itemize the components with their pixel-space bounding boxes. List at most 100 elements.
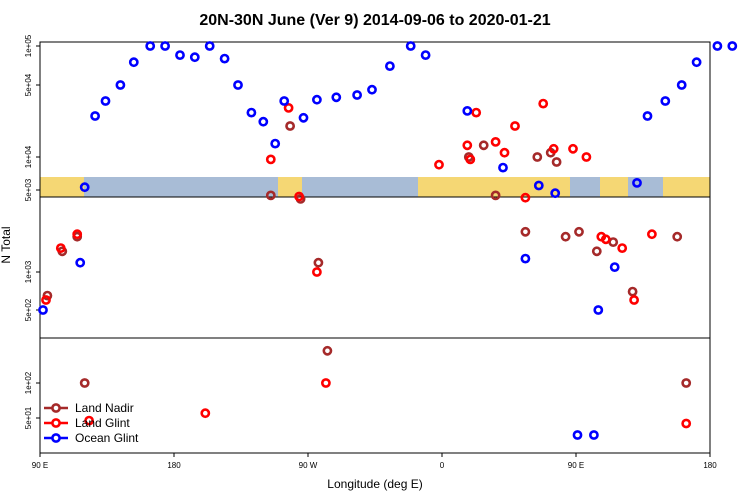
ocean-glint-point: [219, 53, 230, 64]
land-nadir-point: [591, 246, 602, 257]
data-points: [38, 41, 738, 440]
land-glint-point: [265, 154, 276, 165]
land-glint-point: [510, 121, 520, 131]
land-glint-point: [84, 415, 94, 426]
ocean-glint-point: [75, 257, 86, 268]
ocean-glint-point: [632, 177, 642, 188]
land-glint-point: [55, 243, 66, 253]
land-glint-point: [581, 152, 592, 162]
map-land: [278, 177, 302, 197]
ocean-glint-point: [550, 188, 561, 199]
ocean-glint-point: [128, 57, 139, 68]
y-tick-label: 1e+05: [24, 34, 33, 57]
land-glint-point: [41, 295, 51, 305]
x-axis-title: Longitude (deg E): [327, 477, 422, 491]
x-axis: 90 E 180 90 W 0 90 E 180: [32, 453, 717, 470]
land-glint-point: [471, 107, 482, 118]
land-nadir-point: [551, 157, 562, 167]
land-glint-point: [294, 191, 304, 202]
ocean-glint-point: [189, 52, 200, 63]
land-nadir-point: [42, 290, 53, 301]
world-map-strip: [40, 177, 710, 197]
ocean-glint-point: [175, 50, 185, 60]
ocean-glint-point: [660, 96, 671, 106]
y-axis: 1e+05 5e+04 1e+04 5e+03 1e+03 5e+02 1e+02 5e+01: [24, 34, 40, 429]
ocean-glint-point: [691, 57, 702, 68]
y-tick-label: 5e+01: [24, 406, 33, 429]
land-nadir-point: [313, 257, 324, 268]
legend-marker-ocean-glint: [51, 433, 61, 443]
ocean-glint-point: [115, 80, 126, 90]
land-nadir-point: [322, 345, 333, 356]
land-nadir-point: [478, 140, 489, 151]
ocean-glint-point: [462, 106, 473, 116]
x-tick-label: 0: [440, 461, 445, 470]
ocean-glint-point: [90, 111, 100, 121]
map-land: [40, 177, 84, 197]
ocean-glint-point: [420, 50, 431, 60]
land-nadir-point: [560, 231, 571, 242]
land-glint-point: [311, 267, 322, 277]
ocean-glint-point: [676, 80, 687, 90]
ocean-glint-point: [38, 305, 48, 315]
ocean-glint-point: [279, 96, 290, 106]
ocean-glint-point: [100, 96, 111, 106]
legend-label-land-glint: Land Glint: [75, 416, 130, 430]
chart-title: 20N-30N June (Ver 9) 2014-09-06 to 2020-…: [199, 12, 550, 29]
land-glint-point: [490, 136, 501, 147]
ocean-glint-point: [712, 41, 723, 51]
land-glint-point: [283, 103, 294, 113]
ocean-glint-point: [520, 253, 531, 264]
land-nadir-point: [520, 226, 531, 237]
land-glint-point: [434, 159, 444, 170]
y-tick-label: 1e+02: [24, 371, 33, 394]
ocean-glint-point: [298, 112, 309, 123]
ocean-glint-point: [258, 116, 269, 127]
land-glint-point: [647, 229, 657, 240]
legend-label-land-nadir: Land Nadir: [75, 401, 134, 415]
land-glint-point: [200, 408, 211, 419]
y-tick-label: 5e+02: [24, 298, 33, 321]
ocean-glint-point: [384, 61, 395, 71]
legend-marker-land-glint: [51, 418, 61, 428]
land-nadir-point: [574, 226, 584, 237]
map-land: [663, 177, 710, 197]
land-glint-point: [462, 140, 473, 151]
land-nadir-point: [265, 190, 276, 201]
ocean-glint-point: [204, 41, 215, 51]
y-axis-title: N Total: [0, 226, 13, 263]
legend-marker-land-nadir: [51, 403, 61, 413]
y-tick-label: 5e+04: [24, 73, 33, 96]
x-tick-label: 180: [167, 461, 181, 470]
ocean-glint-point: [160, 41, 170, 51]
ocean-glint-point: [572, 430, 583, 440]
land-glint-point: [568, 143, 578, 154]
ocean-glint-point: [270, 138, 281, 149]
y-tick-label: 5e+03: [24, 178, 33, 201]
land-nadir-point: [627, 286, 638, 297]
x-tick-label: 90 E: [568, 461, 584, 470]
map-land: [600, 177, 628, 197]
land-nadir-point: [672, 231, 683, 242]
ocean-glint-point: [233, 80, 243, 90]
land-glint-point: [600, 234, 611, 245]
y-tick-label: 1e+03: [24, 260, 33, 283]
ocean-glint-point: [609, 262, 620, 272]
ocean-glint-point: [352, 90, 362, 100]
ocean-glint-point: [642, 111, 653, 121]
land-glint-point: [499, 147, 510, 158]
x-tick-label: 180: [703, 461, 717, 470]
map-land: [418, 177, 570, 197]
land-glint-point: [520, 192, 531, 203]
ocean-glint-point: [589, 430, 599, 440]
ocean-glint-point: [79, 182, 90, 193]
land-nadir-point: [285, 121, 295, 131]
land-glint-point: [681, 418, 692, 429]
land-glint-point: [72, 229, 83, 240]
land-glint-point: [538, 98, 549, 109]
land-glint-point: [320, 378, 331, 388]
x-tick-label: 90 E: [32, 461, 48, 470]
legend-label-ocean-glint: Ocean Glint: [75, 431, 139, 445]
